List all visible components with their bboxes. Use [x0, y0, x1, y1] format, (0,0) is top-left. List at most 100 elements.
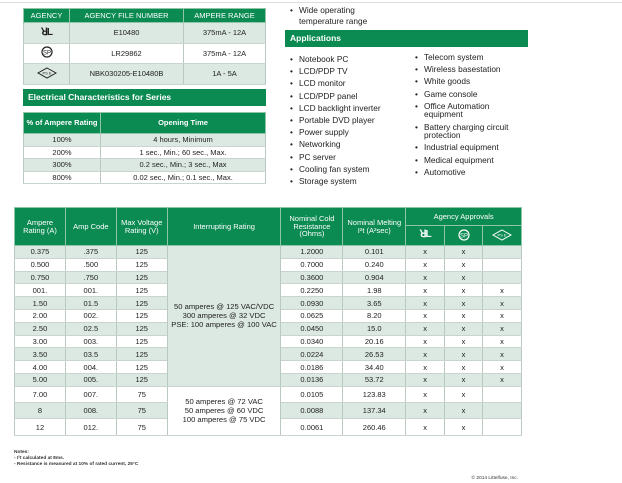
file-number: E10480	[69, 22, 184, 44]
cold-resistance: 0.0061	[280, 418, 344, 436]
csa-approval: x	[444, 418, 483, 436]
ul-approval: x	[405, 271, 446, 285]
csa-approval: x	[444, 347, 483, 362]
voltage-rating: 125	[115, 322, 168, 336]
csa-approval: x	[444, 283, 483, 298]
note-line: - I²t calculated at 8ms.	[14, 456, 65, 462]
opening-time: 0.2 sec., Min.; 3 sec., Max	[100, 158, 266, 172]
ul-approval: x	[405, 258, 446, 272]
table-row: 3.50 03.5 125 0.0224 26.53 x x x	[14, 347, 522, 362]
file-number: LR29862	[69, 43, 184, 64]
list-item: White goods	[415, 77, 527, 86]
col-header: Amp Code	[64, 207, 117, 246]
svg-text:SP: SP	[42, 51, 50, 57]
pse-icon: PS E	[23, 63, 70, 85]
ul-recognized-icon: ꓤL	[405, 225, 446, 246]
melting-i2t: 123.83	[342, 386, 407, 404]
interrupting-rating: 50 amperes @ 72 VAC 50 amperes @ 60 VDC …	[166, 386, 282, 436]
cold-resistance: 0.2250	[280, 283, 344, 298]
pse-approval: x	[482, 283, 522, 298]
col-header: Max Voltage Rating (V)	[115, 207, 168, 246]
table-row: 2.50 02.5 125 0.0450 15.0 x x x	[14, 322, 522, 336]
csa-icon: SP	[23, 43, 70, 64]
table-row: 5.00 005. 125 0.0136 53.72 x x x	[14, 373, 522, 387]
table-row: 3.00 003. 125 0.0340 20.16 x x x	[14, 335, 522, 349]
amp-code: 03.5	[64, 347, 117, 362]
melting-i2t: 15.0	[342, 322, 407, 336]
ampere-rating: 0.500	[14, 258, 66, 272]
list-item: Automotive	[415, 168, 527, 177]
note-line: Notes:	[14, 450, 29, 455]
csa-approval: x	[444, 360, 483, 374]
amp-code: 001.	[64, 283, 117, 298]
ampere-rating: 001.	[14, 283, 66, 298]
cold-resistance: 0.7000	[280, 258, 344, 272]
list-item: LCD/PDP TV	[290, 65, 415, 77]
col-header: Nominal Cold Resistance (Ohms)	[280, 207, 344, 246]
ampere-rating: 2.00	[14, 309, 66, 323]
ul-approval: x	[405, 335, 446, 349]
cold-resistance: 0.0186	[280, 360, 344, 374]
list-item: Notebook PC	[290, 53, 415, 65]
list-item: Industrial equipment	[415, 143, 527, 152]
ul-approval: x	[405, 309, 446, 323]
amp-code: 02.5	[64, 322, 117, 336]
pse-icon: PS E	[482, 225, 522, 246]
voltage-rating: 125	[115, 347, 168, 362]
csa-approval: x	[444, 402, 483, 420]
table-row: 0.375.375 125 50 amperes @ 125 VAC/VDC 300…	[14, 245, 522, 387]
table-row: 001. 001. 125 0.2250 1.98 x x x	[14, 283, 522, 298]
pse-approval	[482, 245, 522, 259]
cold-resistance: 0.0105	[280, 386, 344, 404]
ampere-rating: 12	[14, 418, 66, 436]
list-item: Storage system	[290, 175, 415, 187]
amp-code: 002.	[64, 309, 117, 323]
csa-approval: x	[444, 335, 483, 349]
rating-percent: 200%	[23, 146, 101, 159]
pse-approval	[482, 418, 522, 436]
ampere-rating: 4.00	[14, 360, 66, 374]
voltage-rating: 125	[115, 309, 168, 323]
ampere-rating: 7.00	[14, 386, 66, 404]
melting-i2t: 0.240	[342, 258, 407, 272]
voltage-rating: 125	[115, 258, 168, 272]
table-row: ꓤL E10480 375mA - 12A	[23, 22, 266, 44]
ul-approval: x	[405, 347, 446, 362]
opening-time: 1 sec., Min.; 60 sec., Max.	[100, 146, 266, 159]
cold-resistance: 0.0088	[280, 402, 344, 420]
list-item: LCD backlight inverter	[290, 102, 415, 114]
ampere-rating: 0.375	[14, 245, 66, 259]
amp-code: 008.	[64, 402, 117, 420]
amp-code: 003.	[64, 335, 117, 349]
melting-i2t: 53.72	[342, 373, 407, 387]
col-header: Opening Time	[100, 112, 266, 134]
opening-time-table: % of Ampere Rating Opening Time 100% 4 hou…	[23, 112, 266, 184]
ampere-rating: 3.00	[14, 335, 66, 349]
rating-percent: 800%	[23, 171, 101, 184]
table-row: 800% 0.02 sec., Min.; 0.1 sec., Max.	[23, 171, 266, 184]
pse-approval	[482, 402, 522, 420]
ul-approval: x	[405, 373, 446, 387]
csa-approval: x	[444, 309, 483, 323]
table-row: 2.00 002. 125 0.0625 8.20 x x x	[14, 309, 522, 323]
ampere-range: 375mA - 12A	[183, 43, 266, 64]
cold-resistance: 0.0450	[280, 322, 344, 336]
cold-resistance: 1.2000	[280, 245, 344, 259]
ul-recognized-icon: ꓤL	[23, 22, 70, 44]
list-item: Battery charging circuit protection	[415, 122, 527, 140]
cold-resistance: 0.0340	[280, 335, 344, 349]
table-row: PS E NBK030205-E10480B 1A - 5A	[23, 63, 266, 85]
opening-time: 0.02 sec., Min.; 0.1 sec., Max.	[100, 171, 266, 184]
melting-i2t: 34.40	[342, 360, 407, 374]
list-item: Wireless basestation	[415, 65, 527, 74]
table-row: 12 012. 75 0.0061 260.46 x x	[14, 418, 522, 436]
voltage-rating: 125	[115, 296, 168, 310]
ampere-range: 375mA - 12A	[183, 22, 266, 44]
table-row: 0.750.750 125 0.3600 0.904 x x	[14, 271, 522, 285]
note-line: - Resistance is measured at 10% of rated…	[14, 462, 139, 468]
ampere-rating: 1.50	[14, 296, 66, 310]
svg-text:SP: SP	[460, 233, 468, 239]
file-number: NBK030205-E10480B	[69, 63, 184, 85]
table-row: 8 008. 75 0.0088 137.34 x x	[14, 402, 522, 420]
features-list: Wide operating temperature range	[290, 5, 400, 26]
